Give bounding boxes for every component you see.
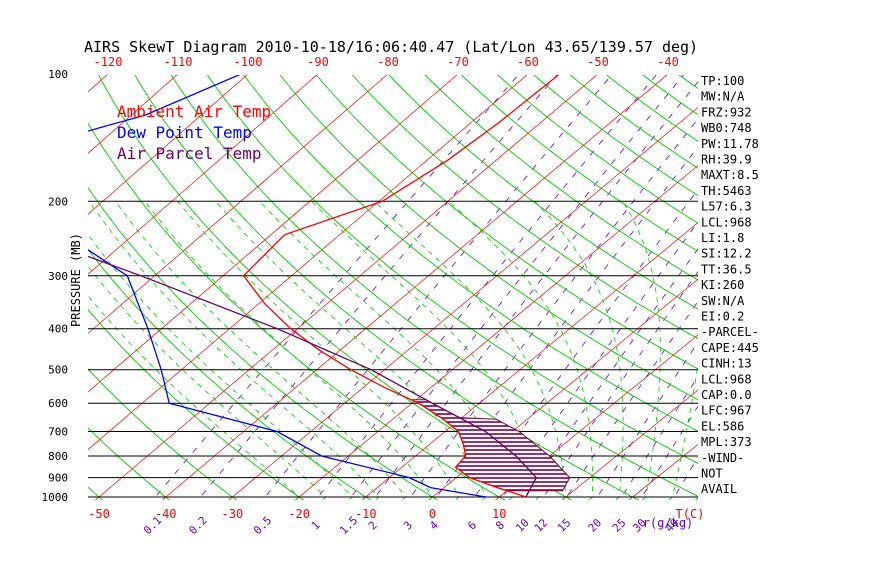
sounding-index: SI:12.2 (701, 247, 752, 261)
pressure-tick-label: 800 (48, 450, 68, 463)
sounding-index: EI:0.2 (701, 310, 744, 324)
mixing-ratio-label: 0.5 (251, 514, 274, 537)
pressure-tick-label: 100 (48, 68, 68, 81)
dry-adiabat-line (379, 65, 870, 506)
top-temperature-tick: -40 (657, 55, 679, 69)
pressure-tick-label: 1000 (42, 491, 69, 504)
sounding-index: EL:586 (701, 419, 744, 433)
moist-adiabat-line (65, 201, 352, 506)
dry-adiabat-line (665, 65, 870, 506)
mixing-ratio-label: 25 (610, 516, 629, 535)
sounding-index: RH:39.9 (701, 153, 752, 167)
sounding-index: CAP:0.0 (701, 388, 752, 402)
pressure-tick-label: 400 (48, 323, 68, 336)
top-temperature-tick: -90 (307, 55, 329, 69)
legend-entry: Dew Point Temp (117, 123, 252, 142)
dry-adiabat-line (522, 65, 870, 506)
pressure-tick-label: 300 (48, 270, 68, 283)
sounding-index: TT:36.5 (701, 262, 752, 276)
bottom-temperature-tick: -30 (222, 507, 244, 521)
isotherm-line (488, 55, 870, 506)
mixing-ratio-label: 6 (465, 519, 479, 533)
mixing-ratio-label: 10 (513, 516, 532, 535)
mixing-ratio-label: 1 (309, 519, 323, 533)
bottom-temperature-tick: -20 (288, 507, 310, 521)
bottom-temperature-tick: 0 (429, 507, 436, 521)
top-temperature-tick: -60 (517, 55, 539, 69)
dry-adiabat-line (486, 65, 870, 506)
sounding-index: PW:11.78 (701, 137, 759, 151)
sounding-index: L57:6.3 (701, 200, 752, 214)
legend-entry: Air Parcel Temp (117, 144, 262, 163)
mixing-ratio-line (258, 74, 612, 506)
sounding-index: FRZ:932 (701, 105, 752, 119)
mixing-ratio-label: 12 (532, 516, 551, 535)
mixing-ratio-label: 0.2 (186, 514, 209, 537)
pressure-tick-label: 500 (48, 364, 68, 377)
sounding-index: CAPE:445 (701, 341, 759, 355)
pressure-tick-label: 200 (48, 195, 68, 208)
top-temperature-tick: -110 (164, 55, 193, 69)
top-temperature-tick: -80 (377, 55, 399, 69)
sounding-index: TP:100 (701, 74, 744, 88)
sounding-index: WB0:748 (701, 121, 752, 135)
pressure-tick-label: 600 (48, 397, 68, 410)
top-temperature-tick: -120 (94, 55, 123, 69)
sounding-index: LFC:967 (701, 404, 752, 418)
sounding-index: LCL:968 (701, 215, 752, 229)
dry-adiabat-line (343, 65, 870, 506)
bottom-temperature-tick: 10 (492, 507, 506, 521)
sounding-index: -PARCEL- (701, 325, 759, 339)
legend-entry: Ambient Air Temp (117, 102, 271, 121)
sounding-index: TH:5463 (701, 184, 752, 198)
sounding-index: MPL:373 (701, 435, 752, 449)
sounding-index: SW:N/A (701, 294, 745, 308)
mixing-ratio-unit-label: r(g/kg) (643, 516, 694, 530)
bottom-temperature-tick: -50 (88, 507, 110, 521)
sounding-index: LCL:968 (701, 372, 752, 386)
top-temperature-tick: -70 (447, 55, 469, 69)
y-axis-label: PRESSURE (MB) (69, 233, 83, 327)
top-temperature-tick: -100 (234, 55, 263, 69)
top-temperature-tick: -50 (587, 55, 609, 69)
chart-title: AIRS SkewT Diagram 2010-10-18/16:06:40.4… (84, 38, 698, 56)
sounding-index: MW:N/A (701, 90, 745, 104)
dry-adiabat-line (272, 65, 870, 506)
mixing-ratio-label: 3 (401, 519, 415, 533)
bottom-temperature-tick: -10 (355, 507, 377, 521)
dry-adiabat-line (0, 65, 42, 506)
sounding-index: NOT (701, 467, 723, 481)
pressure-tick-label: 700 (48, 426, 68, 439)
sounding-index: CINH:13 (701, 357, 752, 371)
sounding-index: KI:260 (701, 278, 744, 292)
dry-adiabat-line (737, 65, 870, 506)
moist-adiabat-line (116, 201, 406, 506)
mixing-ratio-line (669, 74, 870, 506)
pressure-tick-label: 900 (48, 472, 68, 485)
mixing-ratio-line (538, 74, 842, 506)
sounding-index: LI:1.8 (701, 231, 744, 245)
sounding-index: -WIND- (701, 451, 744, 465)
isotherm-line (355, 55, 870, 506)
isotherm-line (821, 55, 870, 506)
mixing-ratio-label: 20 (586, 516, 605, 535)
mixing-ratio-label: 15 (555, 516, 574, 535)
moist-adiabat-line (43, 201, 326, 506)
isotherm-line (755, 55, 870, 506)
sounding-index: AVAIL (701, 482, 737, 496)
sounding-index: MAXT:8.5 (701, 168, 759, 182)
